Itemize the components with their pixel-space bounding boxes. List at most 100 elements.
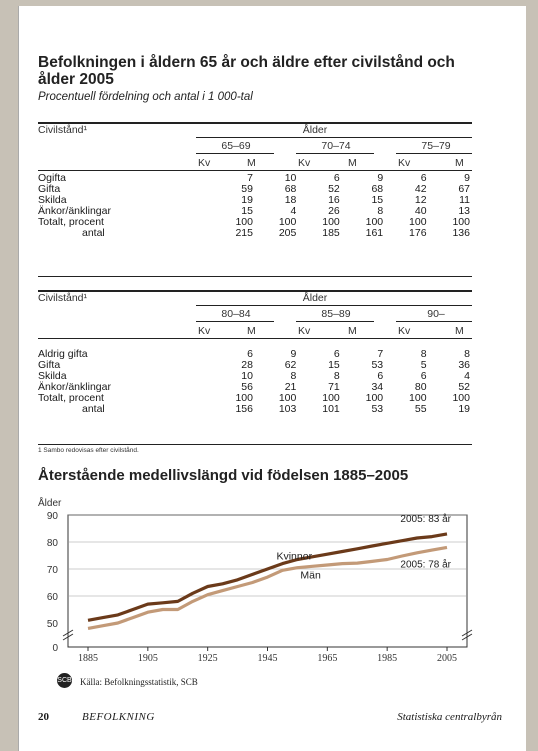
- y-tick-label: 0: [52, 643, 58, 654]
- table1-group-rule-3: [396, 153, 472, 154]
- row-label: Änkor/änklingar: [38, 381, 111, 393]
- table2-sex-kv-3: Kv: [398, 325, 411, 337]
- table-cell: 67: [458, 183, 470, 195]
- table-cell: 9: [377, 172, 384, 184]
- table-cell: 8: [290, 370, 297, 382]
- table1-sex-m-3: M: [455, 157, 464, 169]
- table-cell: 6: [247, 348, 253, 360]
- table2-sex-m-3: M: [455, 325, 464, 337]
- table2-sex-kv-1: Kv: [198, 325, 211, 337]
- table-cell: 13: [458, 205, 470, 217]
- table-cell: 136: [452, 227, 470, 239]
- section-name: BEFOLKNING: [82, 711, 155, 723]
- table1-age-rule: [196, 137, 472, 138]
- table-cell: 8: [420, 348, 427, 360]
- source-note: Källa: Befolkningsstatistik, SCB: [80, 677, 198, 687]
- table-cell: 100: [322, 392, 340, 404]
- table-cell: 9: [290, 348, 297, 360]
- page-subtitle: Procentuell fördelning och antal i 1 000…: [38, 91, 253, 103]
- table-cell: 100: [452, 392, 470, 404]
- table-cell: 100: [278, 216, 297, 228]
- chart-title: Återstående medellivslängd vid födelsen …: [38, 467, 409, 484]
- table-cell: 185: [322, 227, 340, 239]
- table2: Aldrig gifta 6 9 6 7 8 8 Gifta 28 62 15 53 5 36 Skilda…: [38, 349, 472, 415]
- table-cell: 161: [365, 227, 384, 239]
- x-tick-label: 1885: [78, 653, 98, 664]
- row-label: Änkor/änklingar: [38, 205, 111, 217]
- table2-group-rule-2: [296, 321, 374, 322]
- table1-top-rule: [38, 122, 472, 124]
- table2-group-1: 80–84: [221, 308, 251, 320]
- table-cell: 100: [365, 216, 384, 228]
- table-cell: 6: [333, 348, 340, 360]
- table-cell: 55: [414, 403, 427, 415]
- life-expectancy-chart: 0 50 60 70 80 90 Ålder 1885 1905 1925 1945 1965 1985…: [38, 496, 473, 664]
- page-number: 20: [38, 711, 49, 723]
- table-row: Totalt, procent 100 100 100 100 100 100: [38, 393, 472, 404]
- table-cell: 6: [420, 370, 427, 382]
- table-cell: 5: [420, 359, 427, 371]
- table-cell: 15: [241, 205, 253, 217]
- table-cell: 100: [409, 216, 427, 228]
- table1-group-2: 70–74: [321, 140, 351, 152]
- table2-age-rule: [196, 305, 472, 306]
- table-cell: 18: [284, 194, 297, 206]
- annotation-kvinnor-2005: 2005: 83 år: [400, 513, 451, 525]
- table-cell: 15: [328, 359, 340, 371]
- table-cell: 176: [409, 227, 427, 239]
- y-tick-label: 70: [47, 565, 59, 576]
- table-cell: 36: [458, 359, 470, 371]
- table-cell: 34: [371, 381, 384, 393]
- table-cell: 100: [235, 392, 253, 404]
- series-line: [87, 545, 448, 630]
- table-cell: 6: [420, 172, 427, 184]
- table-cell: 21: [284, 381, 297, 393]
- table-cell: 16: [328, 194, 340, 206]
- row-label: Gifta: [38, 359, 61, 371]
- table1-sex-m-1: M: [247, 157, 256, 169]
- table1-group-rule-1: [196, 153, 274, 154]
- table2-bottom-rule: [38, 444, 472, 445]
- publisher: Statistiska centralbyrån: [397, 711, 502, 723]
- table-cell: 8: [464, 348, 470, 360]
- table2-group-3: 90–: [427, 308, 445, 320]
- row-label: Totalt, procent: [38, 216, 104, 228]
- table2-sex-m-1: M: [247, 325, 256, 337]
- y-axis-label: Ålder: [38, 496, 62, 509]
- table1-sex-m-2: M: [348, 157, 357, 169]
- table-row: Gifta 28 62 15 53 5 36: [38, 360, 472, 371]
- series-line: [87, 532, 448, 622]
- scb-logo-icon: SCB: [57, 673, 72, 688]
- axis-break-left: [62, 629, 74, 641]
- table-cell: 52: [458, 381, 470, 393]
- table-cell: 10: [284, 172, 297, 184]
- table-cell: 40: [414, 205, 427, 217]
- table-cell: 42: [414, 183, 427, 195]
- x-tick-label: 1925: [198, 653, 218, 664]
- table-cell: 80: [414, 381, 427, 393]
- table2-col-header: Civilstånd¹: [38, 292, 88, 304]
- table-cell: 12: [414, 194, 427, 206]
- table-cell: 205: [278, 227, 297, 239]
- table-cell: 8: [333, 370, 340, 382]
- y-tick-label: 50: [47, 619, 59, 630]
- table-cell: 4: [464, 370, 470, 382]
- table-cell: 26: [328, 205, 340, 217]
- table2-group-2: 85–89: [321, 308, 351, 320]
- table-cell: 10: [241, 370, 253, 382]
- x-tick-label: 1905: [138, 653, 158, 664]
- x-tick-label: 1945: [258, 653, 278, 664]
- table2-sex-m-2: M: [348, 325, 357, 337]
- table2-sex-kv-2: Kv: [298, 325, 311, 337]
- row-label: Aldrig gifta: [38, 348, 88, 360]
- table-cell: 100: [322, 216, 340, 228]
- table-cell: 8: [377, 205, 384, 217]
- table1-bottom-rule: [38, 276, 472, 277]
- y-tick-label: 60: [47, 592, 59, 603]
- table-cell: 68: [371, 183, 384, 195]
- table1-age-header: Ålder: [302, 124, 328, 136]
- row-label: antal: [82, 403, 105, 415]
- series-label-kvinnor: Kvinnor: [276, 551, 312, 563]
- footnote: 1 Sambo redovisas efter civilstånd.: [38, 447, 139, 454]
- table1: Ogifta 7 10 6 9 6 9 Gifta 59 68 52 68 42 67 Skilda 19 18…: [38, 173, 472, 239]
